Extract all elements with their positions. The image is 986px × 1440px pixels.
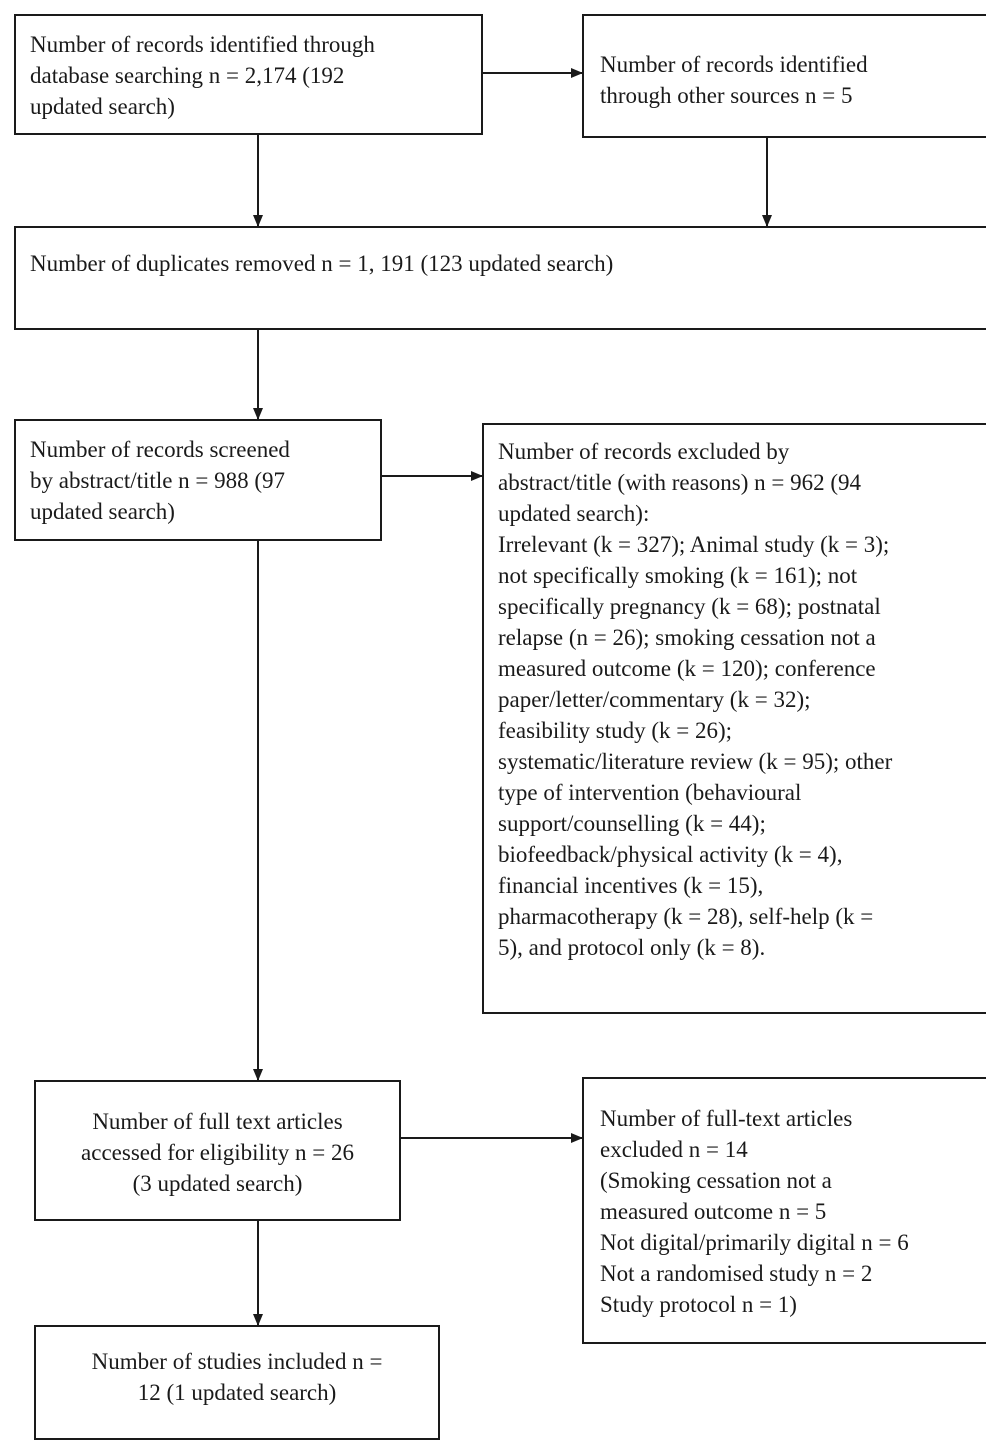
box-text-line: Not digital/primarily digital n = 6	[600, 1230, 909, 1255]
box-text-line: 5), and protocol only (k = 8).	[498, 935, 766, 960]
box-records-excluded-abstract: Number of records excluded by abstract/ti…	[482, 423, 986, 1014]
box-text-line: support/counselling (k = 44);	[498, 811, 766, 836]
box-text-line: through other sources n = 5	[600, 83, 853, 108]
box-text-line: Number of records excluded by	[498, 439, 790, 464]
box-records-identified-database: Number of records identified through data…	[14, 14, 483, 135]
box-text-line: type of intervention (behavioural	[498, 780, 802, 805]
box-text-line: paper/letter/commentary (k = 32);	[498, 687, 811, 712]
box-text-line: updated search)	[30, 94, 175, 119]
box-text-line: updated search)	[30, 499, 175, 524]
box-records-screened: Number of records screened by abstract/ti…	[14, 419, 382, 541]
box-studies-included: Number of studies included n = 12 (1 upda…	[34, 1325, 440, 1440]
box-duplicates-removed: Number of duplicates removed n = 1, 191 …	[14, 226, 986, 330]
box-text-line: Not a randomised study n = 2	[600, 1261, 873, 1286]
box-records-identified-other: Number of records identified through othe…	[582, 14, 986, 138]
box-text-line: Number of duplicates removed n = 1, 191 …	[30, 251, 614, 276]
box-text-line: accessed for eligibility n = 26	[81, 1140, 354, 1165]
box-text-line: biofeedback/physical activity (k = 4),	[498, 842, 843, 867]
box-text-line: systematic/literature review (k = 95); o…	[498, 749, 893, 774]
box-text-line: Number of records screened	[30, 437, 290, 462]
box-text-line: excluded n = 14	[600, 1137, 748, 1162]
box-text-line: Number of full text articles	[92, 1109, 343, 1134]
box-text-line: Number of records identified through	[30, 32, 375, 57]
box-text-line: Irrelevant (k = 327); Animal study (k = …	[498, 532, 890, 557]
box-text-line: abstract/title (with reasons) n = 962 (9…	[498, 470, 861, 495]
box-text-line: measured outcome n = 5	[600, 1199, 827, 1224]
box-text-line: specifically pregnancy (k = 68); postnat…	[498, 594, 881, 619]
box-text-line: (Smoking cessation not a	[600, 1168, 832, 1193]
box-text-line: financial incentives (k = 15),	[498, 873, 764, 898]
box-text-line: Study protocol n = 1)	[600, 1292, 797, 1317]
box-text-line: Number of records identified	[600, 52, 868, 77]
box-text-line: database searching n = 2,174 (192	[30, 63, 345, 88]
box-text-line: 12 (1 updated search)	[137, 1380, 337, 1405]
box-text-line: relapse (n = 26); smoking cessation not …	[498, 625, 876, 650]
box-text-line: by abstract/title n = 988 (97	[30, 468, 286, 493]
box-text-line: not specifically smoking (k = 161); not	[498, 563, 858, 588]
box-text-line: feasibility study (k = 26);	[498, 718, 732, 743]
box-full-text-assessed: Number of full text articles accessed for…	[34, 1080, 401, 1221]
box-text-line: pharmacotherapy (k = 28), self-help (k =	[498, 904, 874, 929]
box-full-text-excluded: Number of full-text articles excluded n =…	[582, 1077, 986, 1344]
box-text-line: measured outcome (k = 120); conference	[498, 656, 876, 681]
box-text-line: (3 updated search)	[132, 1171, 303, 1196]
box-text-line: Number of studies included n =	[91, 1349, 383, 1374]
box-text-line: updated search):	[498, 501, 650, 526]
box-text-line: Number of full-text articles	[600, 1106, 853, 1131]
